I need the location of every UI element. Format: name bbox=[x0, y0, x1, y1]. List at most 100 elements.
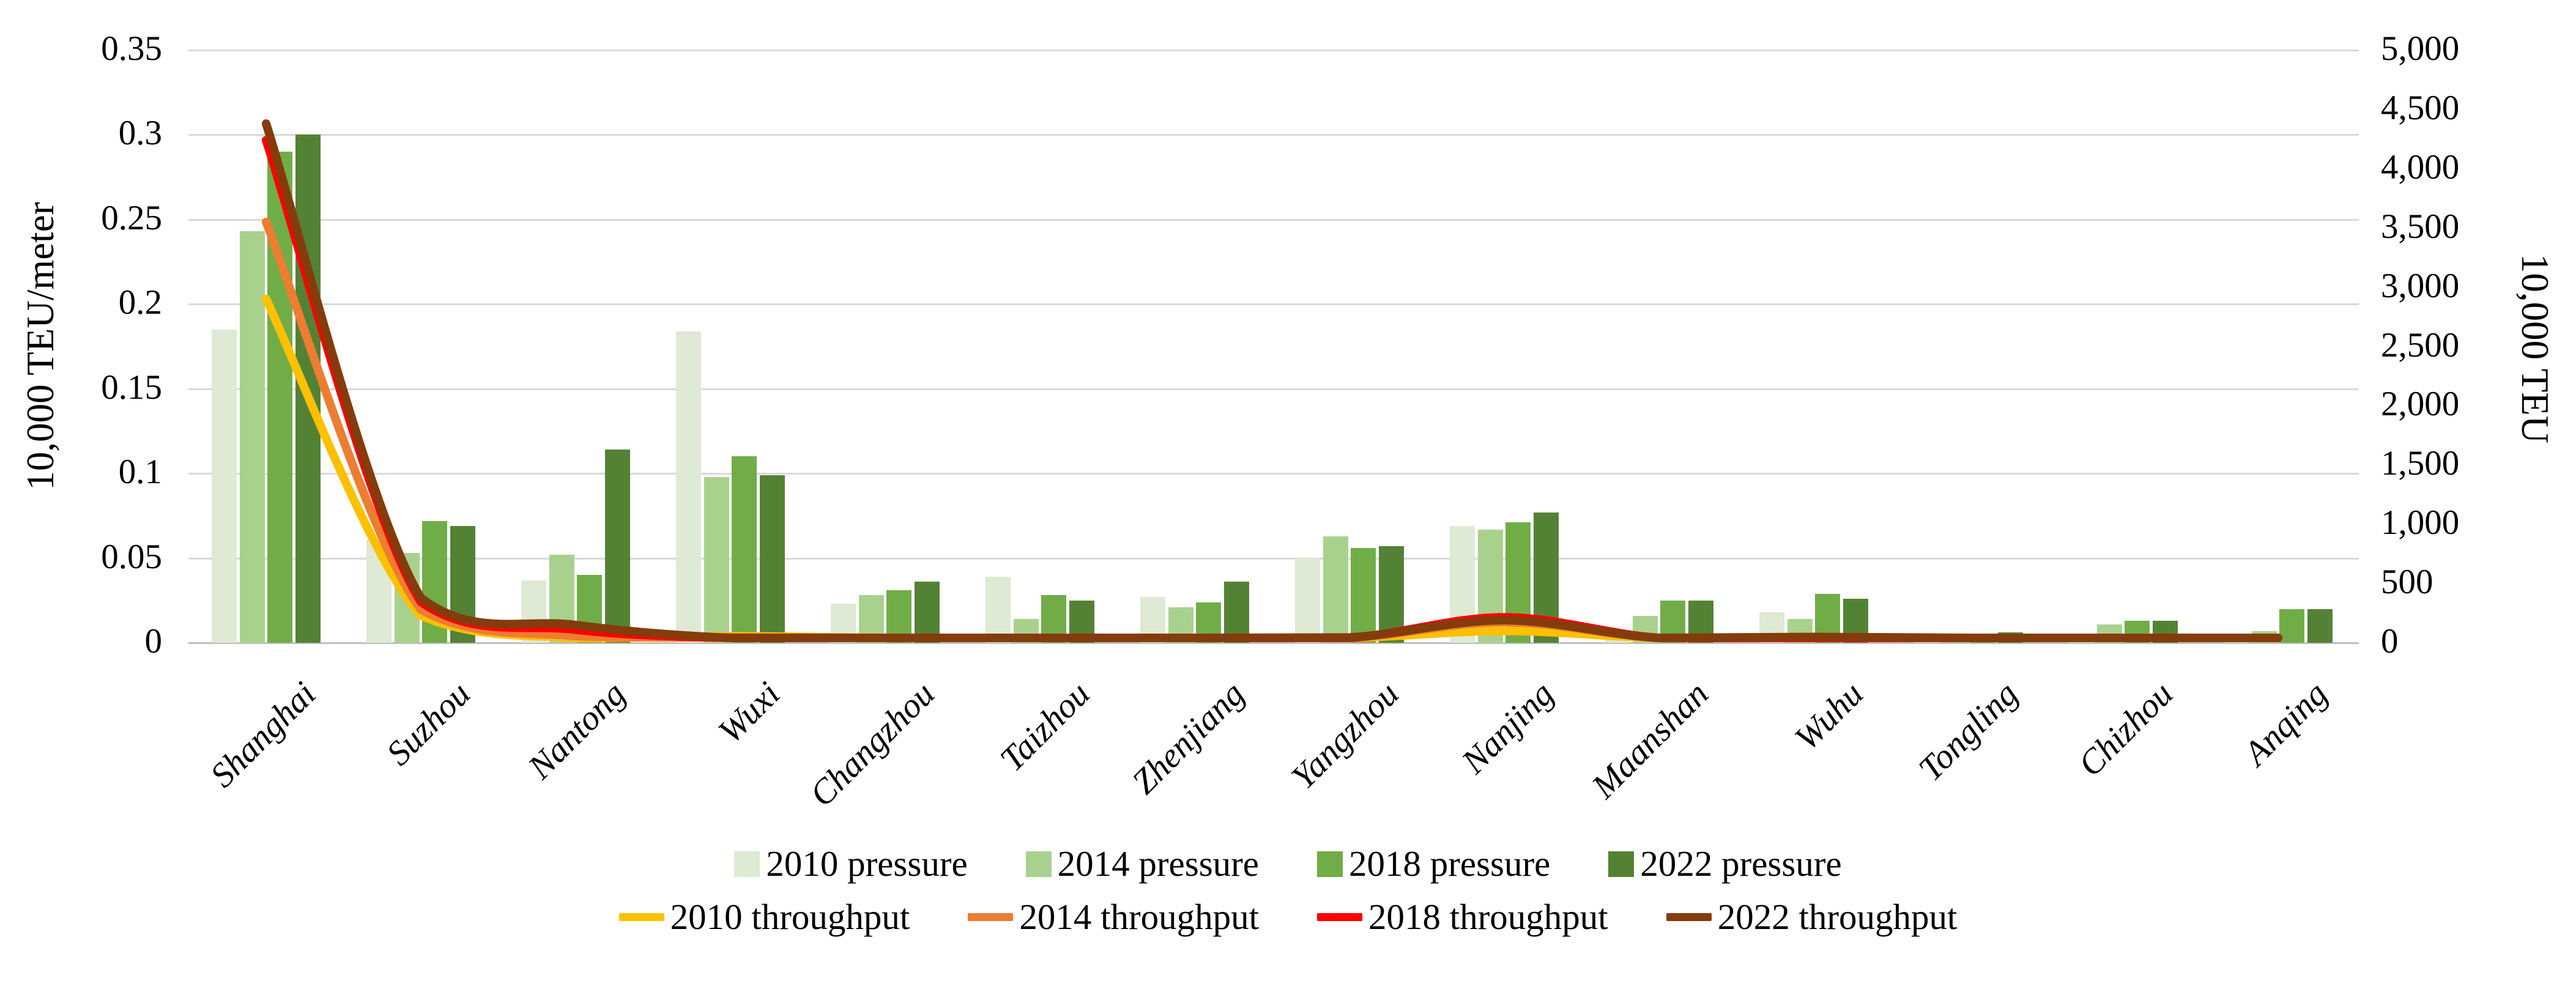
bar-2022-pressure-Zhenjiang bbox=[1223, 582, 1249, 643]
legend-row: 2010 throughput 2014 throughput 2018 throu… bbox=[618, 896, 1958, 938]
gridline bbox=[188, 218, 2359, 221]
bar-2022-pressure-Nantong bbox=[604, 450, 630, 643]
bar-2022-pressure-Tongling bbox=[1997, 632, 2023, 643]
bar-2018-pressure-Nantong bbox=[577, 575, 603, 643]
bar-2010-pressure-Wuhu bbox=[1759, 612, 1785, 643]
bar-2018-pressure-Tongling bbox=[1970, 637, 1995, 643]
bar-2022-pressure-Shanghai bbox=[295, 135, 321, 643]
right-axis-tick-label: 500 bbox=[2381, 562, 2433, 601]
bar-2022-pressure-Wuhu bbox=[1843, 599, 1868, 643]
bar-2018-pressure-Nanjing bbox=[1505, 522, 1531, 643]
x-axis-label-Wuxi: Wuxi bbox=[711, 674, 788, 751]
bar-2022-pressure-Suzhou bbox=[450, 525, 475, 643]
right-axis-tick-label: 2,000 bbox=[2381, 385, 2460, 424]
bar-2010-pressure-Chizhou bbox=[2069, 635, 2095, 643]
legend-label: 2018 throughput bbox=[1368, 897, 1608, 937]
legend-square-swatch bbox=[1608, 851, 1635, 877]
right-axis-tick-label: 2,500 bbox=[2381, 325, 2460, 365]
x-axis-label-Changzhou: Changzhou bbox=[803, 674, 943, 814]
legend-label: 2014 throughput bbox=[1019, 897, 1259, 937]
bar-2010-pressure-Wuxi bbox=[676, 331, 702, 643]
left-axis-title: 10,000 TEU/meter bbox=[19, 202, 62, 490]
x-axis-label-Anqing: Anqing bbox=[2236, 674, 2336, 773]
legend-item-2014-throughput: 2014 throughput bbox=[968, 896, 1259, 938]
gridline bbox=[188, 50, 2359, 51]
bar-2010-pressure-Nantong bbox=[521, 580, 547, 643]
legend-label: 2022 pressure bbox=[1640, 843, 1842, 884]
left-axis-tick-label: 0 bbox=[144, 621, 163, 661]
left-axis-tick-label: 0.2 bbox=[118, 283, 162, 322]
legend-label: 2010 pressure bbox=[766, 843, 968, 884]
legend-square-swatch bbox=[1317, 851, 1343, 877]
bar-2010-pressure-Yangzhou bbox=[1295, 558, 1321, 643]
bar-2014-pressure-Tongling bbox=[1942, 635, 1967, 643]
legend-item-2018-throughput: 2018 throughput bbox=[1317, 896, 1608, 938]
right-axis-tick-label: 5,000 bbox=[2381, 29, 2460, 68]
bar-2010-pressure-Taizhou bbox=[985, 577, 1011, 643]
right-axis-tick-label: 4,000 bbox=[2381, 147, 2460, 187]
legend-item-2022-pressure: 2022 pressure bbox=[1608, 843, 1842, 885]
legend-item-2018-pressure: 2018 pressure bbox=[1317, 843, 1550, 885]
bar-2014-pressure-Shanghai bbox=[239, 231, 265, 643]
left-axis-tick-label: 0.15 bbox=[101, 368, 162, 407]
bar-2014-pressure-Anqing bbox=[2251, 631, 2277, 643]
bar-2018-pressure-Anqing bbox=[2279, 609, 2305, 643]
bar-2014-pressure-Chizhou bbox=[2096, 624, 2122, 643]
gridline bbox=[188, 303, 2359, 306]
x-axis-label-Chizhou: Chizhou bbox=[2071, 674, 2181, 784]
bar-2014-pressure-Yangzhou bbox=[1323, 536, 1348, 643]
bar-2014-pressure-Changzhou bbox=[858, 595, 884, 643]
legend-label: 2010 throughput bbox=[670, 897, 910, 937]
left-axis-tick-label: 0.35 bbox=[101, 29, 162, 68]
x-axis-label-Shanghai: Shanghai bbox=[202, 674, 324, 795]
bar-2022-pressure-Taizhou bbox=[1069, 600, 1094, 643]
right-axis-tick-label: 4,500 bbox=[2381, 88, 2460, 127]
bar-2014-pressure-Suzhou bbox=[394, 553, 420, 643]
bar-2014-pressure-Zhenjiang bbox=[1168, 607, 1193, 643]
bar-2022-pressure-Anqing bbox=[2307, 609, 2333, 643]
legend: 2010 pressure 2014 pressure 2018 pressure 2… bbox=[0, 843, 2576, 938]
gridline bbox=[188, 473, 2359, 475]
legend-line-swatch bbox=[968, 913, 1014, 921]
bar-2014-pressure-Wuhu bbox=[1787, 619, 1813, 643]
left-axis-tick-label: 0.25 bbox=[101, 198, 162, 237]
x-axis-label-Nantong: Nantong bbox=[520, 674, 633, 787]
right-axis-tick-label: 1,000 bbox=[2381, 503, 2460, 542]
x-axis-label-Maanshan: Maanshan bbox=[1584, 674, 1717, 806]
gridline bbox=[188, 557, 2359, 560]
bar-2010-pressure-Zhenjiang bbox=[1140, 597, 1166, 643]
bar-2022-pressure-Chizhou bbox=[2152, 621, 2178, 643]
x-axis-label-Nanjing: Nanjing bbox=[1454, 674, 1562, 782]
legend-item-2010-throughput: 2010 throughput bbox=[618, 896, 910, 938]
x-axis-label-Tongling: Tongling bbox=[1911, 674, 2026, 789]
gridline bbox=[188, 388, 2359, 390]
bar-2018-pressure-Wuhu bbox=[1815, 593, 1841, 643]
x-axis-label-Wuhu: Wuhu bbox=[1787, 674, 1871, 758]
bar-2010-pressure-Changzhou bbox=[831, 604, 856, 643]
x-axis-label-Zhenjiang: Zhenjiang bbox=[1124, 674, 1252, 802]
bar-2018-pressure-Chizhou bbox=[2125, 621, 2150, 643]
right-axis-tick-label: 0 bbox=[2381, 621, 2399, 661]
legend-label: 2014 pressure bbox=[1057, 843, 1259, 884]
right-axis-tick-label: 3,000 bbox=[2381, 266, 2460, 305]
legend-label: 2022 throughput bbox=[1717, 897, 1958, 937]
left-axis-tick-label: 0.05 bbox=[101, 537, 162, 576]
right-axis-tick-label: 1,500 bbox=[2381, 444, 2460, 483]
legend-item-2022-throughput: 2022 throughput bbox=[1666, 896, 1958, 938]
bar-2018-pressure-Changzhou bbox=[886, 590, 912, 643]
bar-2022-pressure-Maanshan bbox=[1688, 600, 1713, 643]
legend-row: 2010 pressure 2014 pressure 2018 pressure 2… bbox=[734, 843, 1842, 885]
x-axis-label-Yangzhou: Yangzhou bbox=[1284, 674, 1407, 797]
legend-square-swatch bbox=[734, 851, 760, 877]
x-axis-label-Suzhou: Suzhou bbox=[379, 674, 478, 773]
bar-2022-pressure-Changzhou bbox=[914, 582, 940, 643]
legend-label: 2018 pressure bbox=[1349, 843, 1551, 884]
legend-line-swatch bbox=[1317, 913, 1362, 921]
right-axis-tick-label: 3,500 bbox=[2381, 207, 2460, 246]
legend-line-swatch bbox=[618, 913, 664, 921]
bar-2014-pressure-Wuxi bbox=[703, 476, 729, 643]
bar-2022-pressure-Nanjing bbox=[1533, 512, 1559, 643]
bar-2010-pressure-Nanjing bbox=[1450, 525, 1475, 643]
